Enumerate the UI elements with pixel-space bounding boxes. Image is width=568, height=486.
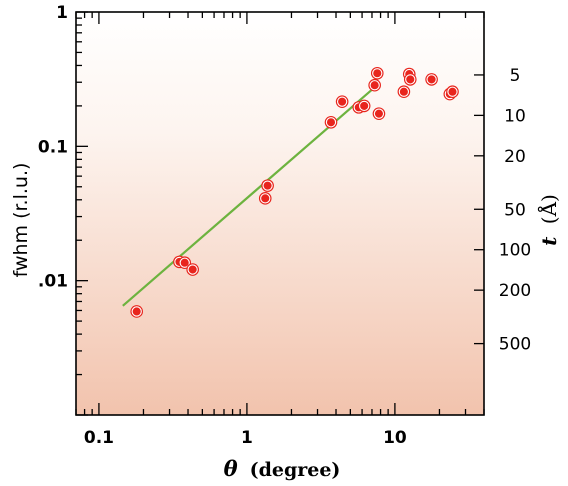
data-point	[397, 85, 411, 99]
data-point-ring	[369, 80, 380, 91]
data-point	[130, 305, 144, 318]
x-axis-symbol: θ	[224, 456, 238, 481]
plot-frame	[75, 11, 485, 416]
data-point-ring	[405, 74, 416, 85]
y2-axis-symbol: t	[537, 236, 561, 246]
data-point	[403, 73, 417, 86]
data-point	[335, 95, 349, 108]
data-point-ring	[372, 68, 383, 79]
y2-tick-label: 200	[499, 281, 531, 301]
data-point-core	[406, 76, 414, 83]
data-point-core	[428, 76, 435, 83]
data-point-core	[360, 102, 368, 110]
data-point-ring	[325, 117, 337, 128]
data-point-core	[375, 110, 383, 117]
data-point	[368, 78, 381, 92]
data-point-ring	[447, 86, 458, 97]
y-tick-label: 1	[56, 3, 68, 23]
data-points	[130, 66, 459, 318]
x-axis-unit: (degree)	[250, 459, 341, 481]
data-point-core	[400, 88, 408, 96]
axis-ticks	[75, 11, 485, 416]
y2-tick-label: 500	[499, 335, 531, 355]
data-point	[372, 107, 386, 120]
y2-axis-title: t (Å)	[536, 194, 561, 246]
tick-labels: 5 10 20 50 100 200 500 0.1 1 10 1 0.1 .01	[38, 3, 531, 448]
data-point-ring	[373, 108, 385, 119]
x-tick-label: 10	[383, 428, 407, 448]
x-axis-title: θ (degree)	[224, 456, 341, 481]
y2-tick-label: 5	[510, 66, 521, 86]
data-point-ring	[179, 257, 190, 268]
y-axis-title: fwhm (r.l.u.)	[10, 163, 32, 278]
data-point-core	[373, 69, 381, 77]
plot-background	[76, 12, 484, 415]
y2-axis-unit: (Å)	[536, 194, 561, 224]
data-point-core	[371, 81, 378, 89]
y2-tick-label: 100	[499, 241, 531, 261]
y2-tick-label: 10	[504, 106, 526, 126]
data-point-ring	[426, 74, 437, 85]
data-point-ring	[187, 264, 198, 275]
data-point-core	[338, 98, 346, 105]
data-point	[357, 99, 371, 113]
data-point	[370, 66, 384, 80]
data-point-core	[264, 182, 271, 189]
data-point-core	[261, 195, 269, 202]
y-tick-label: 0.1	[38, 137, 68, 157]
data-point-ring	[260, 193, 271, 204]
data-point-ring	[131, 306, 142, 317]
y2-tick-label: 20	[504, 147, 526, 167]
data-point-core	[133, 308, 141, 315]
data-point-ring	[336, 96, 348, 107]
data-point-ring	[359, 100, 370, 112]
data-point	[425, 73, 438, 86]
data-point-ring	[398, 86, 410, 97]
data-point-ring	[262, 180, 273, 191]
data-point	[324, 115, 338, 129]
y-tick-label: .01	[38, 272, 68, 292]
data-point-core	[189, 266, 196, 273]
y2-tick-label: 50	[504, 200, 526, 220]
data-point-core	[449, 88, 456, 96]
data-point	[258, 192, 272, 205]
data-point-core	[327, 118, 335, 126]
data-point	[261, 179, 274, 192]
data-point-core	[181, 259, 189, 267]
data-point	[186, 263, 199, 276]
data-point	[446, 85, 459, 99]
x-tick-label: 1	[241, 428, 253, 448]
x-tick-label: 0.1	[84, 428, 114, 448]
